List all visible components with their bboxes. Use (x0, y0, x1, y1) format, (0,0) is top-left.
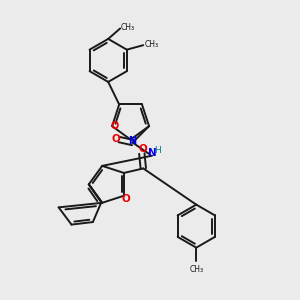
Text: O: O (121, 194, 130, 204)
Text: O: O (138, 144, 147, 154)
Text: O: O (110, 121, 118, 130)
Text: CH₃: CH₃ (189, 265, 203, 274)
Text: CH₃: CH₃ (121, 23, 135, 32)
Text: O: O (111, 134, 120, 144)
Text: H: H (154, 146, 161, 155)
Text: CH₃: CH₃ (144, 40, 158, 49)
Text: N: N (128, 136, 136, 146)
Text: N: N (148, 148, 157, 158)
